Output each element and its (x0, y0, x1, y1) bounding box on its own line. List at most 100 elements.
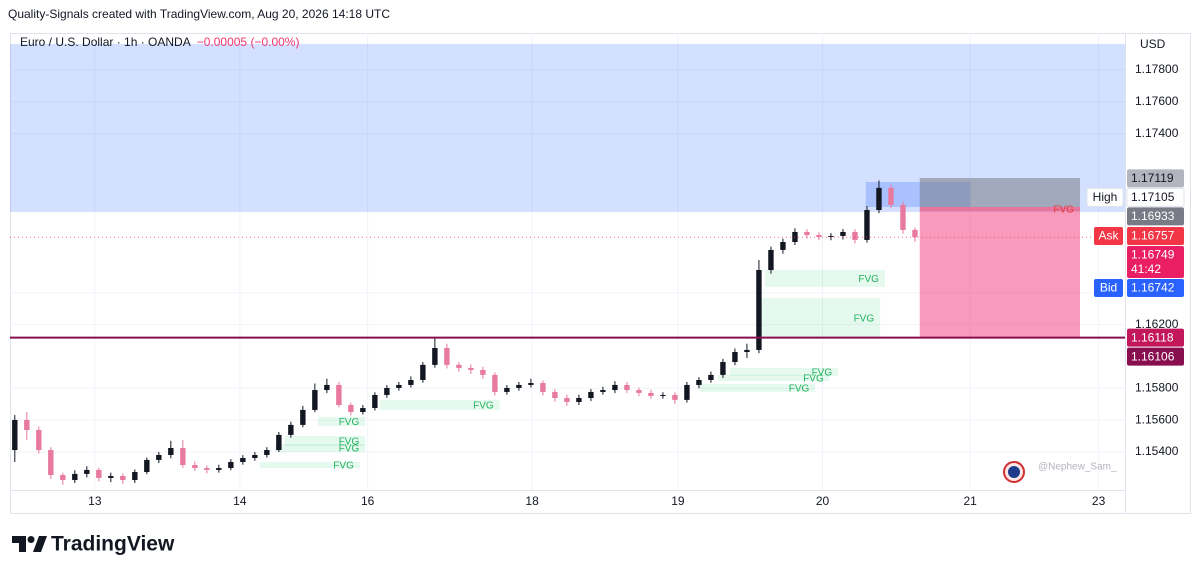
candle-body (660, 394, 666, 396)
countdown: 41:42 (1131, 262, 1161, 276)
y-tick-label: 1.16200 (1135, 317, 1179, 331)
y-tick-label: 1.15400 (1135, 444, 1179, 458)
candle-body (396, 384, 402, 388)
zone-box (317, 416, 366, 427)
price-tag: Ask (1098, 229, 1119, 243)
candle-body (720, 362, 726, 375)
candle-body (108, 475, 114, 478)
candle-body (348, 404, 354, 413)
symbol-title: Euro / U.S. Dollar · 1h · OANDA (20, 35, 191, 49)
candle-body (360, 408, 366, 413)
candle-body (852, 231, 858, 240)
candle-body (540, 383, 546, 392)
grid-layer (10, 33, 1125, 490)
candle-body (24, 419, 30, 430)
price-label-box (1127, 347, 1184, 366)
watermark: @Nephew_Sam_ (1038, 462, 1117, 473)
candle-body (96, 469, 102, 478)
candle-body (888, 187, 894, 205)
currency: USD (1140, 37, 1166, 51)
fvg-label: FVG (1053, 205, 1074, 216)
candle-body (588, 391, 594, 398)
fvg-label: FVG (339, 437, 360, 448)
fvg-label: FVG (858, 274, 879, 285)
candle-body (780, 242, 786, 250)
fvg-label: FVG (339, 444, 360, 455)
x-tick-label: 19 (671, 494, 685, 508)
candle-body (624, 384, 630, 391)
price-label: 1.16757 (1131, 229, 1175, 243)
price-label: 1.17119 (1131, 171, 1174, 185)
price-tag: High (1093, 190, 1118, 204)
zone-box (919, 178, 1080, 207)
zone-box (730, 367, 839, 377)
candle-body (252, 454, 258, 459)
price-label-box (1127, 226, 1184, 245)
y-tick-label: 1.17400 (1135, 126, 1179, 140)
candle-body (864, 210, 870, 240)
zone-box (379, 399, 500, 410)
candle-body (768, 249, 774, 271)
y-tick-label: 1.17800 (1135, 62, 1179, 76)
candle-body (756, 270, 762, 350)
fvg-label: FVG (803, 374, 824, 385)
price-label-box (1127, 328, 1184, 347)
candle-body (36, 429, 42, 451)
price-tag-box (1094, 278, 1123, 297)
candle-body (48, 450, 54, 476)
fvg-label: FVG (812, 368, 833, 379)
fvg-label: FVG (339, 417, 360, 428)
candle-body (840, 231, 846, 236)
zone-box (718, 374, 830, 381)
x-tick-label: 13 (88, 494, 102, 508)
x-tick-label: 23 (1092, 494, 1106, 508)
candle-body (180, 447, 186, 466)
price-label-box (1127, 245, 1184, 278)
zone-box (259, 461, 360, 469)
price-label: 1.16118 (1131, 330, 1174, 344)
price-label-box (1127, 169, 1184, 188)
fvg-label: FVG (789, 384, 810, 395)
zone-box (275, 443, 366, 452)
candle-body (636, 390, 642, 393)
candle-body (132, 472, 138, 480)
candle-body (564, 397, 570, 402)
candle-body (264, 450, 270, 455)
price-tag-box (1094, 226, 1123, 245)
candle-body (828, 235, 834, 237)
candle-body (444, 348, 450, 365)
legend: Euro / U.S. Dollar · 1h · OANDA −0.00005 … (20, 35, 299, 49)
zone-box (919, 206, 1080, 338)
candle-body (384, 387, 390, 395)
candle-body (144, 459, 150, 473)
candle-body (900, 204, 906, 230)
candle-body (204, 468, 210, 470)
watermark-icon (1003, 461, 1025, 483)
candle-body (84, 469, 90, 474)
candle-body (216, 468, 222, 470)
price-label: 1.16749 (1131, 248, 1175, 262)
y-tick-label: 1.15600 (1135, 412, 1179, 426)
fvg-label: FVG (854, 314, 875, 325)
candle-body (72, 473, 78, 480)
zone-box (700, 383, 816, 392)
candle-body (192, 465, 198, 469)
candle-body (60, 475, 66, 480)
candle-body (732, 351, 738, 363)
y-tick-label: 1.17600 (1135, 94, 1179, 108)
zone-box (919, 206, 1080, 211)
candle-body (12, 419, 18, 451)
x-tick-label: 16 (361, 494, 375, 508)
candle-body (312, 390, 318, 410)
candle-body (672, 394, 678, 400)
candle-body (456, 364, 462, 368)
fvg-label: FVG (473, 401, 494, 412)
candle-body (372, 394, 378, 409)
zone-box (284, 436, 366, 447)
candle-body (744, 349, 750, 352)
zone-box (760, 298, 881, 338)
price-label: 1.17105 (1131, 190, 1175, 204)
